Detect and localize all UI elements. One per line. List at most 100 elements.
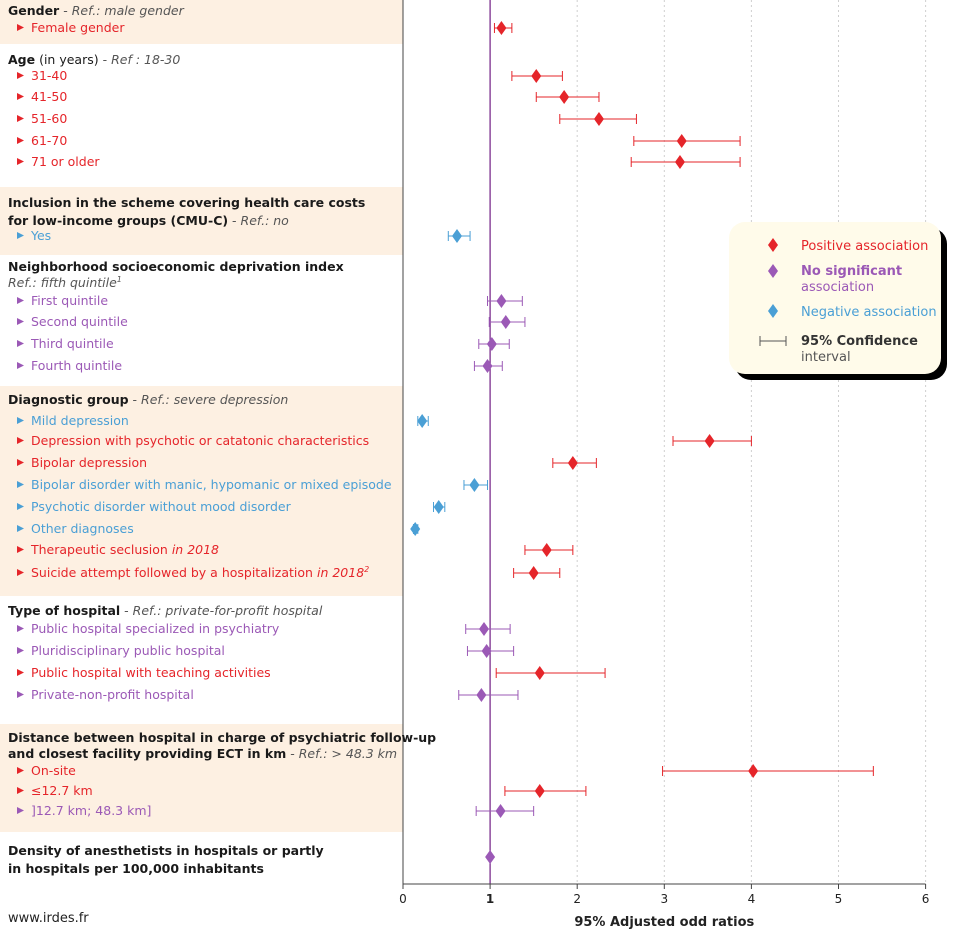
row-label-text: Pluridisciplinary public hospital [31, 643, 225, 658]
odds-ratio-diamond [534, 784, 545, 798]
ref-separator: - [59, 3, 71, 18]
odds-ratio-diamond [676, 134, 687, 148]
odds-ratio-diamond [593, 112, 604, 126]
row-label: Other diagnoses [31, 521, 134, 536]
row-label-text: 31-40 [31, 68, 67, 83]
row-label-text: First quintile [31, 293, 108, 308]
group-title-line2-text: in hospitals per 100,000 inhabitants [8, 861, 264, 876]
odds-ratio-diamond [410, 522, 421, 536]
source-url: www.irdes.fr [8, 911, 89, 926]
triangle-right-icon [17, 24, 24, 31]
triangle-right-icon [17, 93, 24, 100]
row-labels: Gender - Ref.: male gender Age (in years)… [8, 3, 436, 876]
triangle-right-icon [17, 362, 24, 369]
odds-ratio-diamond [469, 478, 480, 492]
odds-ratio-diamond [567, 456, 578, 470]
odds-ratio-diamond [495, 804, 506, 818]
row-label-suffix: in 2018 [317, 565, 364, 580]
group-title-text: Age [8, 52, 35, 67]
odds-ratio-diamond [479, 622, 490, 636]
footnote-marker: 1 [117, 275, 122, 284]
x-tick-label: 5 [835, 892, 843, 906]
row-label-text: Therapeutic seclusion [30, 542, 168, 557]
row-label-text: Female gender [31, 20, 125, 35]
odds-ratio-diamond [486, 337, 497, 351]
legend: Positive association No significant asso… [729, 222, 947, 380]
gridlines [402, 0, 927, 884]
row-label: Third quintile [30, 336, 114, 351]
group-reference: Ref.: > 48.3 km [299, 746, 397, 761]
row-label: Mild depression [31, 413, 129, 428]
group-title: Inclusion in the scheme covering health … [8, 195, 365, 210]
row-label-text: Second quintile [31, 314, 128, 329]
triangle-right-icon [17, 647, 24, 654]
row-label: Bipolar depression [31, 455, 147, 470]
row-label-text: 71 or older [31, 154, 100, 169]
triangle-right-icon [17, 525, 24, 532]
row-label-text: Yes [30, 228, 51, 243]
group-title-line2-text: for low-income groups (CMU-C) [8, 213, 228, 228]
group-title-line2: Ref.: fifth quintile1 [8, 275, 122, 290]
triangle-right-icon [17, 503, 24, 510]
row-label: Fourth quintile [31, 358, 122, 373]
group-title: Type of hospital - Ref.: private-for-pro… [8, 603, 323, 618]
row-label: Public hospital specialized in psychiatr… [31, 621, 280, 636]
plot-marks [410, 21, 874, 864]
row-label-text: On-site [31, 763, 76, 778]
odds-ratio-diamond [482, 359, 493, 373]
odds-ratio-diamond [452, 229, 463, 243]
row-label-text: Suicide attempt followed by a hospitaliz… [31, 565, 313, 580]
triangle-right-icon [17, 787, 24, 794]
triangle-right-icon [17, 115, 24, 122]
odds-ratio-diamond [496, 294, 507, 308]
triangle-right-icon [17, 767, 24, 774]
group-title-suffix: (in years) [35, 52, 99, 67]
odds-ratio-diamond [433, 500, 444, 514]
group-reference: Ref.: severe depression [141, 392, 288, 407]
ref-separator: - [286, 746, 298, 761]
group-reference: Ref : 18-30 [111, 52, 180, 67]
row-label-text: Public hospital with teaching activities [31, 665, 271, 680]
group-title-line2: in hospitals per 100,000 inhabitants [8, 861, 264, 876]
legend-positive-diamond-icon [768, 238, 778, 252]
legend-ci-label-line1: 95% Confidence [801, 334, 918, 349]
x-tick-label: 2 [573, 892, 581, 906]
row-label: Bipolar disorder with manic, hypomanic o… [31, 477, 392, 492]
group-title: Neighborhood socioeconomic deprivation i… [8, 259, 344, 274]
triangle-right-icon [17, 807, 24, 814]
odds-ratio-diamond [496, 21, 507, 35]
group-reference: Ref.: no [241, 213, 290, 228]
triangle-right-icon [17, 691, 24, 698]
group-title-text: Distance between hospital in charge of p… [8, 730, 436, 745]
group-band [0, 187, 403, 255]
odds-ratio-diamond [674, 155, 685, 169]
row-label: ]12.7 km; 48.3 km] [31, 803, 151, 818]
triangle-right-icon [17, 459, 24, 466]
x-tick-label: 1 [486, 892, 494, 906]
row-label-text: 51-60 [31, 111, 67, 126]
odds-ratio-diamond [481, 644, 492, 658]
group-title-line2-text: and closest facility providing ECT in km [8, 746, 286, 761]
triangle-right-icon [17, 72, 24, 79]
row-label: Depression with psychotic or catatonic c… [31, 433, 369, 448]
group-title-text: Inclusion in the scheme covering health … [8, 195, 365, 210]
ref-separator: - [129, 392, 141, 407]
row-label: Private-non-profit hospital [31, 687, 194, 702]
row-label-suffix: in 2018 [172, 542, 219, 557]
odds-ratio-diamond [748, 764, 759, 778]
row-label: Female gender [31, 20, 125, 35]
x-tick-label: 4 [748, 892, 756, 906]
row-label-text: Depression with psychotic or catatonic c… [31, 433, 369, 448]
row-label: Yes [30, 228, 51, 243]
triangle-right-icon [17, 625, 24, 632]
row-label-text: Bipolar depression [31, 455, 147, 470]
legend-negative-label: Negative association [801, 305, 937, 320]
legend-positive-label: Positive association [801, 239, 928, 254]
group-title-text: Gender [8, 3, 60, 18]
triangle-right-icon [17, 417, 24, 424]
legend-nonsignificant-label-line2: association [801, 280, 874, 295]
group-reference: Ref.: male gender [72, 3, 185, 18]
group-title: Diagnostic group - Ref.: severe depressi… [8, 392, 288, 407]
group-reference: Ref.: private-for-profit hospital [133, 603, 323, 618]
